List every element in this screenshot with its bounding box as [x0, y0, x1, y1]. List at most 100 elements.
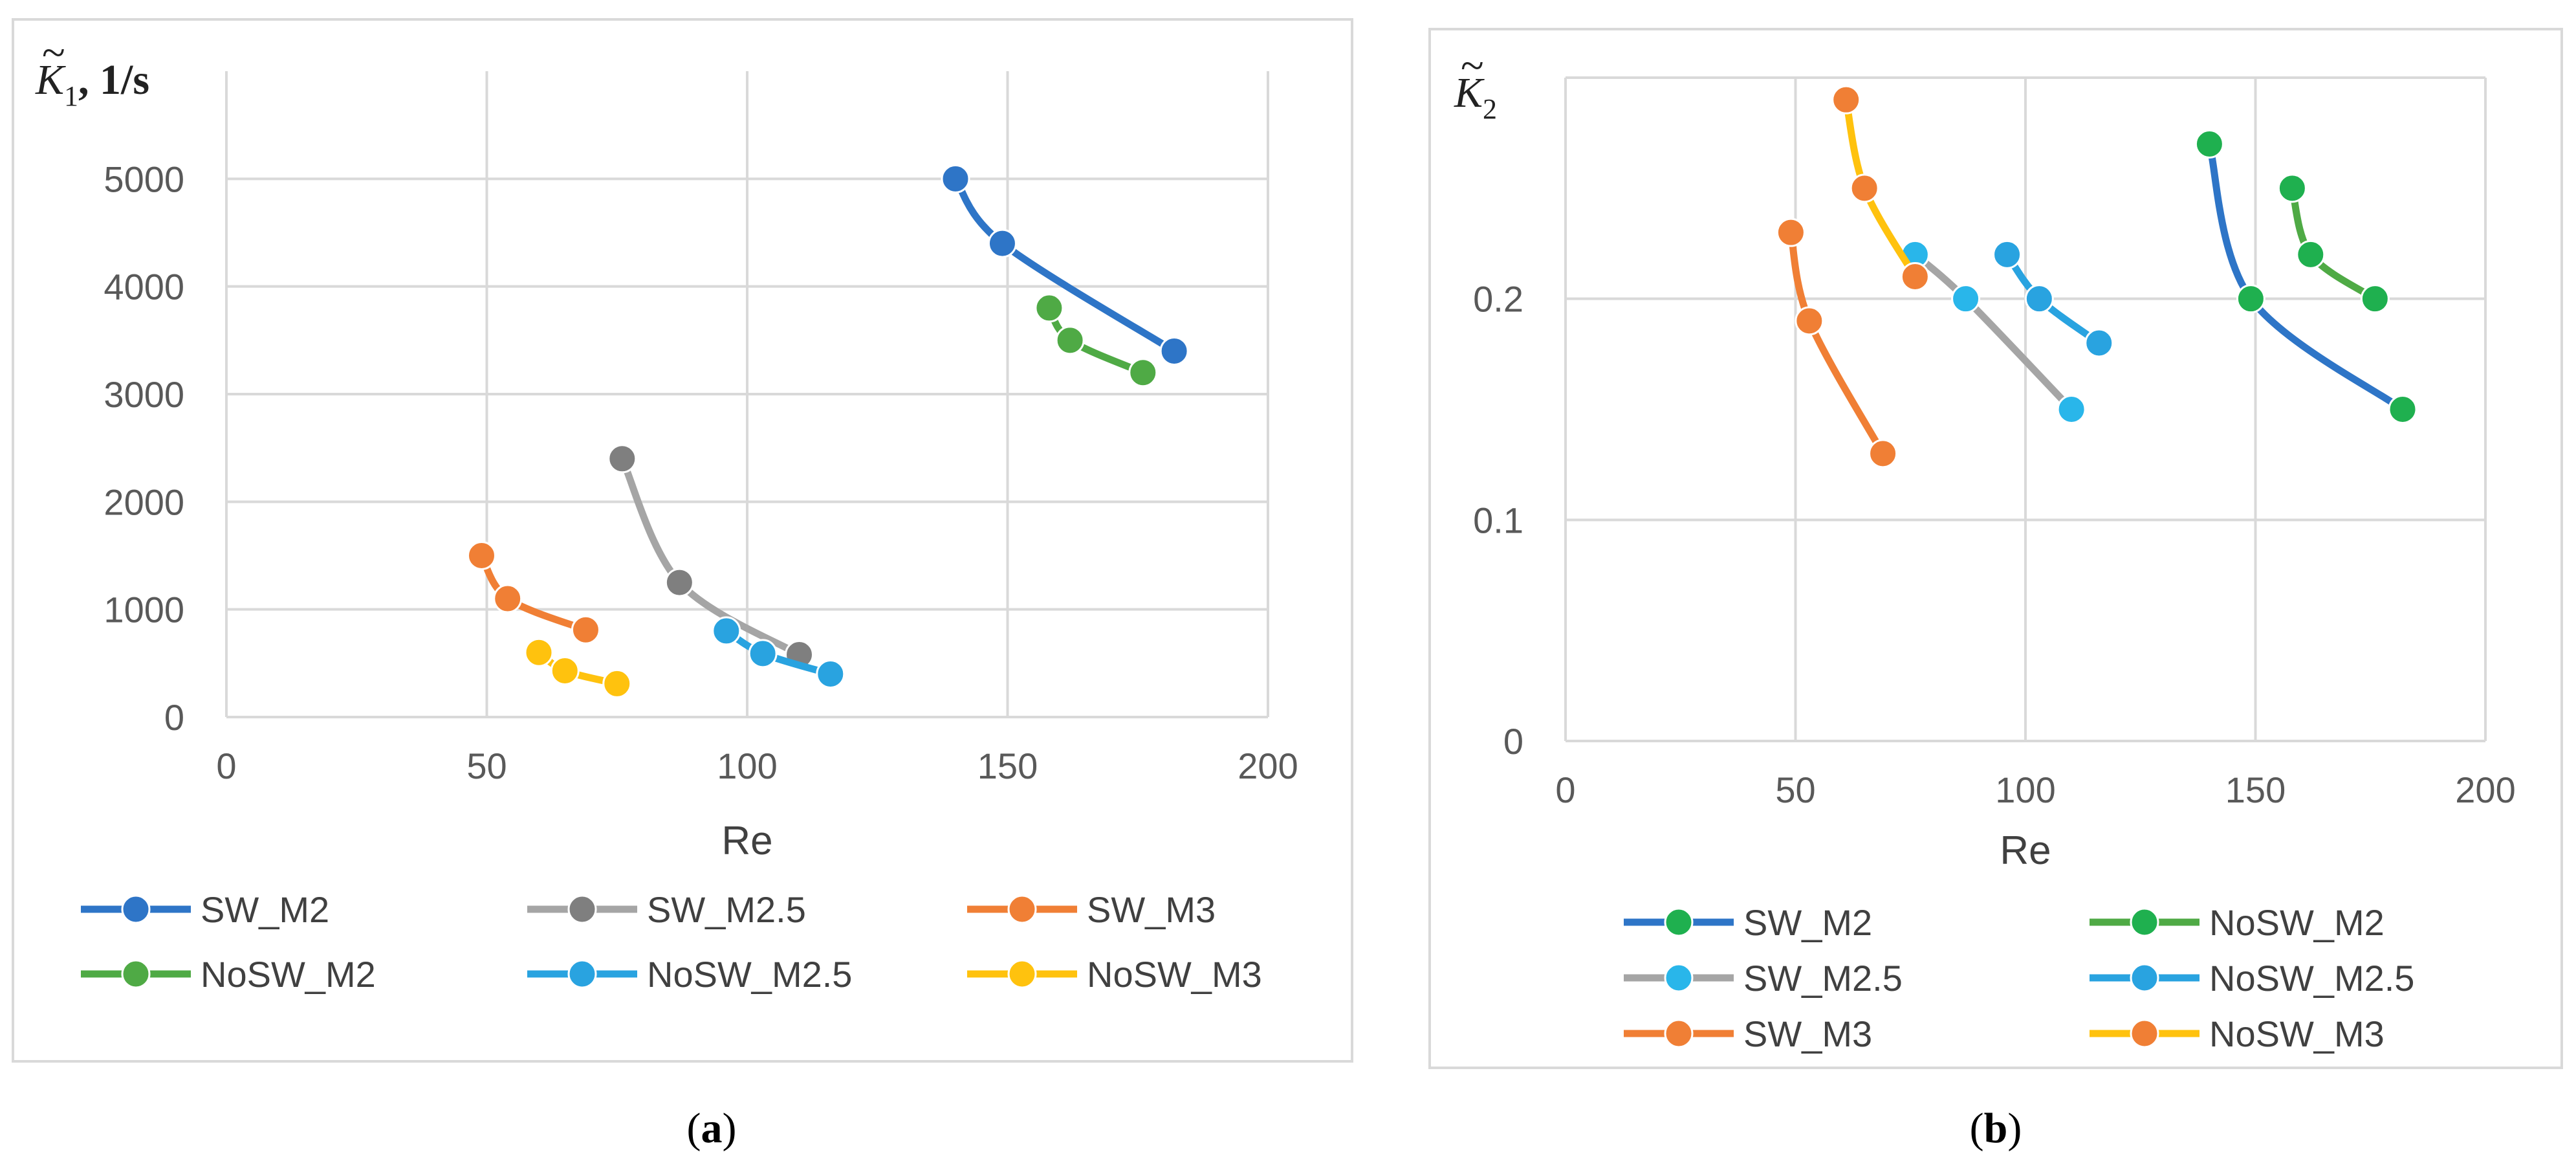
legend-swatch-marker	[2130, 1019, 2159, 1048]
data-point	[2296, 239, 2326, 269]
caption-open: (	[1970, 1105, 1984, 1152]
data-point	[1795, 306, 1824, 336]
legend-label: SW_M3	[1087, 889, 1216, 930]
legend-label: NoSW_M2	[201, 954, 376, 995]
data-point	[2388, 395, 2418, 424]
series-SW_M2	[941, 164, 1189, 366]
x-tick-label: 100	[717, 746, 777, 786]
y-tick-label: 0.1	[1473, 500, 1523, 540]
y-tick-label: 0	[164, 697, 184, 738]
data-point	[493, 584, 523, 614]
data-point	[712, 616, 741, 646]
x-axis-title: Re	[721, 819, 772, 863]
legend-item: SW_M2	[81, 889, 329, 930]
data-point	[1034, 293, 1064, 323]
series-NoSW_M2.5	[712, 616, 846, 689]
legend-label: SW_M3	[1743, 1013, 1872, 1054]
legend-swatch-marker	[567, 894, 597, 924]
data-point	[2084, 328, 2114, 358]
y-tick-label: 1000	[104, 590, 184, 630]
legend-item: NoSW_M2	[2090, 902, 2385, 943]
data-point	[1776, 217, 1806, 247]
legend: SW_M2 NoSW_M2 SW_M2.5 NoSW_M2.5 SW_M3 NoSW_M3	[1624, 902, 2414, 1054]
series-NoSW_M3	[1831, 85, 1930, 291]
legend-label: NoSW_M2	[2209, 902, 2385, 943]
x-tick-label: 150	[977, 746, 1038, 786]
caption-close: )	[2007, 1105, 2022, 1152]
caption-open: (	[687, 1105, 701, 1152]
y-axis-symbol: K	[1454, 69, 1485, 116]
data-point	[2194, 129, 2224, 159]
legend-swatch-marker	[121, 894, 151, 924]
data-point	[1831, 85, 1861, 115]
chart-frame	[12, 18, 1353, 1063]
legend-label: NoSW_M3	[2209, 1013, 2385, 1054]
legend-swatch-marker	[2130, 907, 2159, 937]
data-point	[466, 541, 496, 570]
y-axis-subscript: 1	[64, 80, 78, 112]
caption-letter: a	[701, 1105, 723, 1152]
x-axis-title: Re	[2000, 828, 2051, 873]
y-tick-label: 2000	[104, 481, 184, 522]
data-point	[1951, 284, 1981, 314]
legend-item: SW_M2	[1624, 902, 1872, 943]
legend-item: SW_M3	[1624, 1013, 1872, 1054]
series-SW_M3	[466, 541, 600, 645]
legend-swatch-marker	[567, 959, 597, 989]
legend-item: NoSW_M2	[81, 954, 376, 995]
legend-item: SW_M2.5	[1624, 958, 1903, 999]
data-point	[941, 164, 970, 193]
legend-swatch-marker	[1664, 1019, 1694, 1048]
data-point	[2024, 284, 2054, 314]
series-line	[952, 175, 1178, 355]
legend-swatch-marker	[1664, 963, 1694, 993]
data-point	[816, 659, 846, 689]
legend-swatch-marker	[2130, 963, 2159, 993]
panel-caption: (a)	[687, 1105, 737, 1152]
x-tick-label: 0	[216, 746, 236, 786]
data-point	[1992, 239, 2022, 269]
y-tick-label: 5000	[104, 159, 184, 199]
panel-caption: (b)	[1970, 1105, 2022, 1152]
tilde-accent: ~	[42, 29, 65, 76]
legend-label: SW_M2.5	[1743, 958, 1903, 999]
legend-swatch-marker	[1007, 894, 1037, 924]
data-point	[2057, 395, 2086, 424]
legend: SW_M2 SW_M2.5 SW_M3 NoSW_M2 NoSW_M2.5 NoSW_M3	[81, 889, 1262, 995]
data-point	[987, 228, 1017, 258]
data-point	[1128, 358, 1158, 388]
x-tick-label: 0	[1555, 769, 1575, 810]
legend-item: NoSW_M2.5	[527, 954, 852, 995]
series-SW_M2	[2194, 129, 2418, 424]
series-SW_M3	[1776, 217, 1898, 469]
x-tick-label: 200	[1238, 746, 1298, 786]
legend-item: SW_M2.5	[527, 889, 806, 930]
caption-letter: b	[1984, 1105, 2008, 1152]
x-tick-label: 50	[466, 746, 507, 786]
y-tick-label: 0	[1503, 721, 1523, 762]
legend-item: SW_M3	[967, 889, 1216, 930]
y-tick-label: 0.2	[1473, 279, 1523, 320]
chart-frame	[1428, 28, 2563, 1069]
y-axis-title: K2	[1454, 69, 1497, 125]
legend-label: SW_M2	[201, 889, 329, 930]
data-point	[1868, 439, 1898, 469]
y-axis-title: K1, 1/s	[35, 56, 149, 112]
y-axis-symbol: K	[35, 56, 66, 104]
x-tick-label: 150	[2225, 769, 2286, 810]
legend-swatch-marker	[1664, 907, 1694, 937]
legend-label: NoSW_M2.5	[2209, 958, 2414, 999]
y-tick-label: 3000	[104, 374, 184, 415]
data-point	[550, 656, 580, 685]
data-point	[602, 669, 632, 698]
data-point	[607, 444, 637, 474]
legend-swatch-marker	[121, 959, 151, 989]
data-point	[1055, 326, 1085, 355]
legend-item: NoSW_M2.5	[2090, 958, 2414, 999]
y-tick-label: 4000	[104, 267, 184, 307]
data-point	[748, 639, 778, 669]
series-NoSW_M2	[2277, 173, 2390, 314]
series-NoSW_M2.5	[1992, 239, 2114, 358]
data-point	[664, 568, 694, 597]
